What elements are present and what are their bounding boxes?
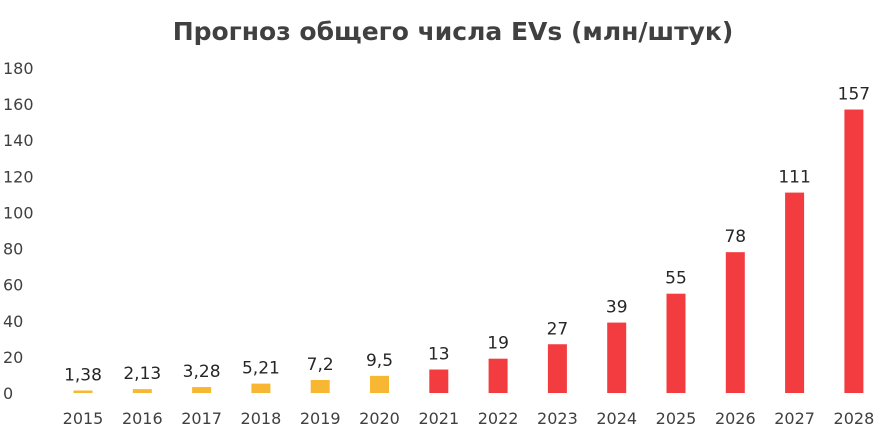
y-tick-label: 120 — [3, 167, 34, 186]
x-tick-label: 2027 — [774, 409, 815, 428]
data-label-2022: 19 — [487, 334, 509, 354]
data-label-2024: 39 — [606, 298, 628, 318]
y-axis: 0 20 40 60 80 100 120 140 160 180 — [3, 59, 34, 403]
bar-2027 — [785, 192, 805, 393]
data-label-2021: 13 — [428, 345, 450, 365]
y-tick-label: 100 — [3, 203, 34, 222]
x-tick-label: 2017 — [181, 409, 222, 428]
data-label-2023: 27 — [547, 319, 569, 339]
bar-2023 — [547, 344, 567, 393]
chart-title: Прогноз общего числа EVs (млн/штук) — [173, 17, 734, 46]
y-tick-label: 0 — [3, 384, 13, 403]
data-label-2016: 2,13 — [123, 364, 161, 384]
data-label-2017: 3,28 — [183, 362, 221, 382]
y-tick-label: 60 — [3, 276, 23, 295]
bar-2020 — [370, 375, 389, 393]
y-tick-label: 80 — [3, 240, 23, 259]
bar-2028 — [844, 109, 864, 394]
y-tick-label: 160 — [3, 95, 34, 114]
bar-2016 — [132, 389, 152, 393]
x-tick-label: 2018 — [241, 409, 282, 428]
x-tick-label: 2016 — [122, 409, 163, 428]
bar-2024 — [607, 322, 627, 393]
x-tick-label: 2022 — [478, 409, 519, 428]
x-axis: 2015 2016 2017 2018 2019 2020 2021 2022 2023 2024… — [63, 409, 875, 428]
data-label-2020: 9,5 — [366, 351, 393, 371]
data-labels: 1,38 2,13 3,28 5,21 7,2 9,5 13 19 27 39 55 78 111 157 — [64, 85, 870, 386]
x-tick-label: 2021 — [418, 409, 459, 428]
y-tick-label: 180 — [3, 59, 34, 78]
x-tick-label: 2028 — [834, 409, 875, 428]
x-tick-label: 2023 — [537, 409, 578, 428]
data-label-2015: 1,38 — [64, 366, 102, 386]
bar-2015 — [73, 390, 93, 393]
bar-2018 — [251, 383, 271, 393]
bar-2017 — [192, 387, 212, 393]
x-tick-label: 2020 — [359, 409, 400, 428]
bar-2022 — [488, 358, 508, 393]
bar-2019 — [310, 380, 330, 393]
data-label-2019: 7,2 — [307, 355, 334, 375]
data-label-2018: 5,21 — [242, 359, 280, 379]
y-tick-label: 140 — [3, 131, 34, 150]
y-tick-label: 20 — [3, 348, 23, 367]
x-tick-label: 2015 — [63, 409, 104, 428]
bar-2025 — [666, 293, 686, 393]
bar-2021 — [429, 369, 449, 393]
x-tick-label: 2019 — [300, 409, 341, 428]
data-label-2027: 111 — [778, 168, 810, 188]
y-tick-label: 40 — [3, 312, 23, 331]
data-label-2026: 78 — [724, 227, 746, 247]
x-tick-label: 2025 — [656, 409, 697, 428]
data-label-2025: 55 — [665, 269, 687, 289]
bars — [73, 109, 864, 394]
data-label-2028: 157 — [838, 85, 870, 105]
x-tick-label: 2024 — [596, 409, 637, 428]
bar-2026 — [725, 252, 745, 393]
x-tick-label: 2026 — [715, 409, 756, 428]
